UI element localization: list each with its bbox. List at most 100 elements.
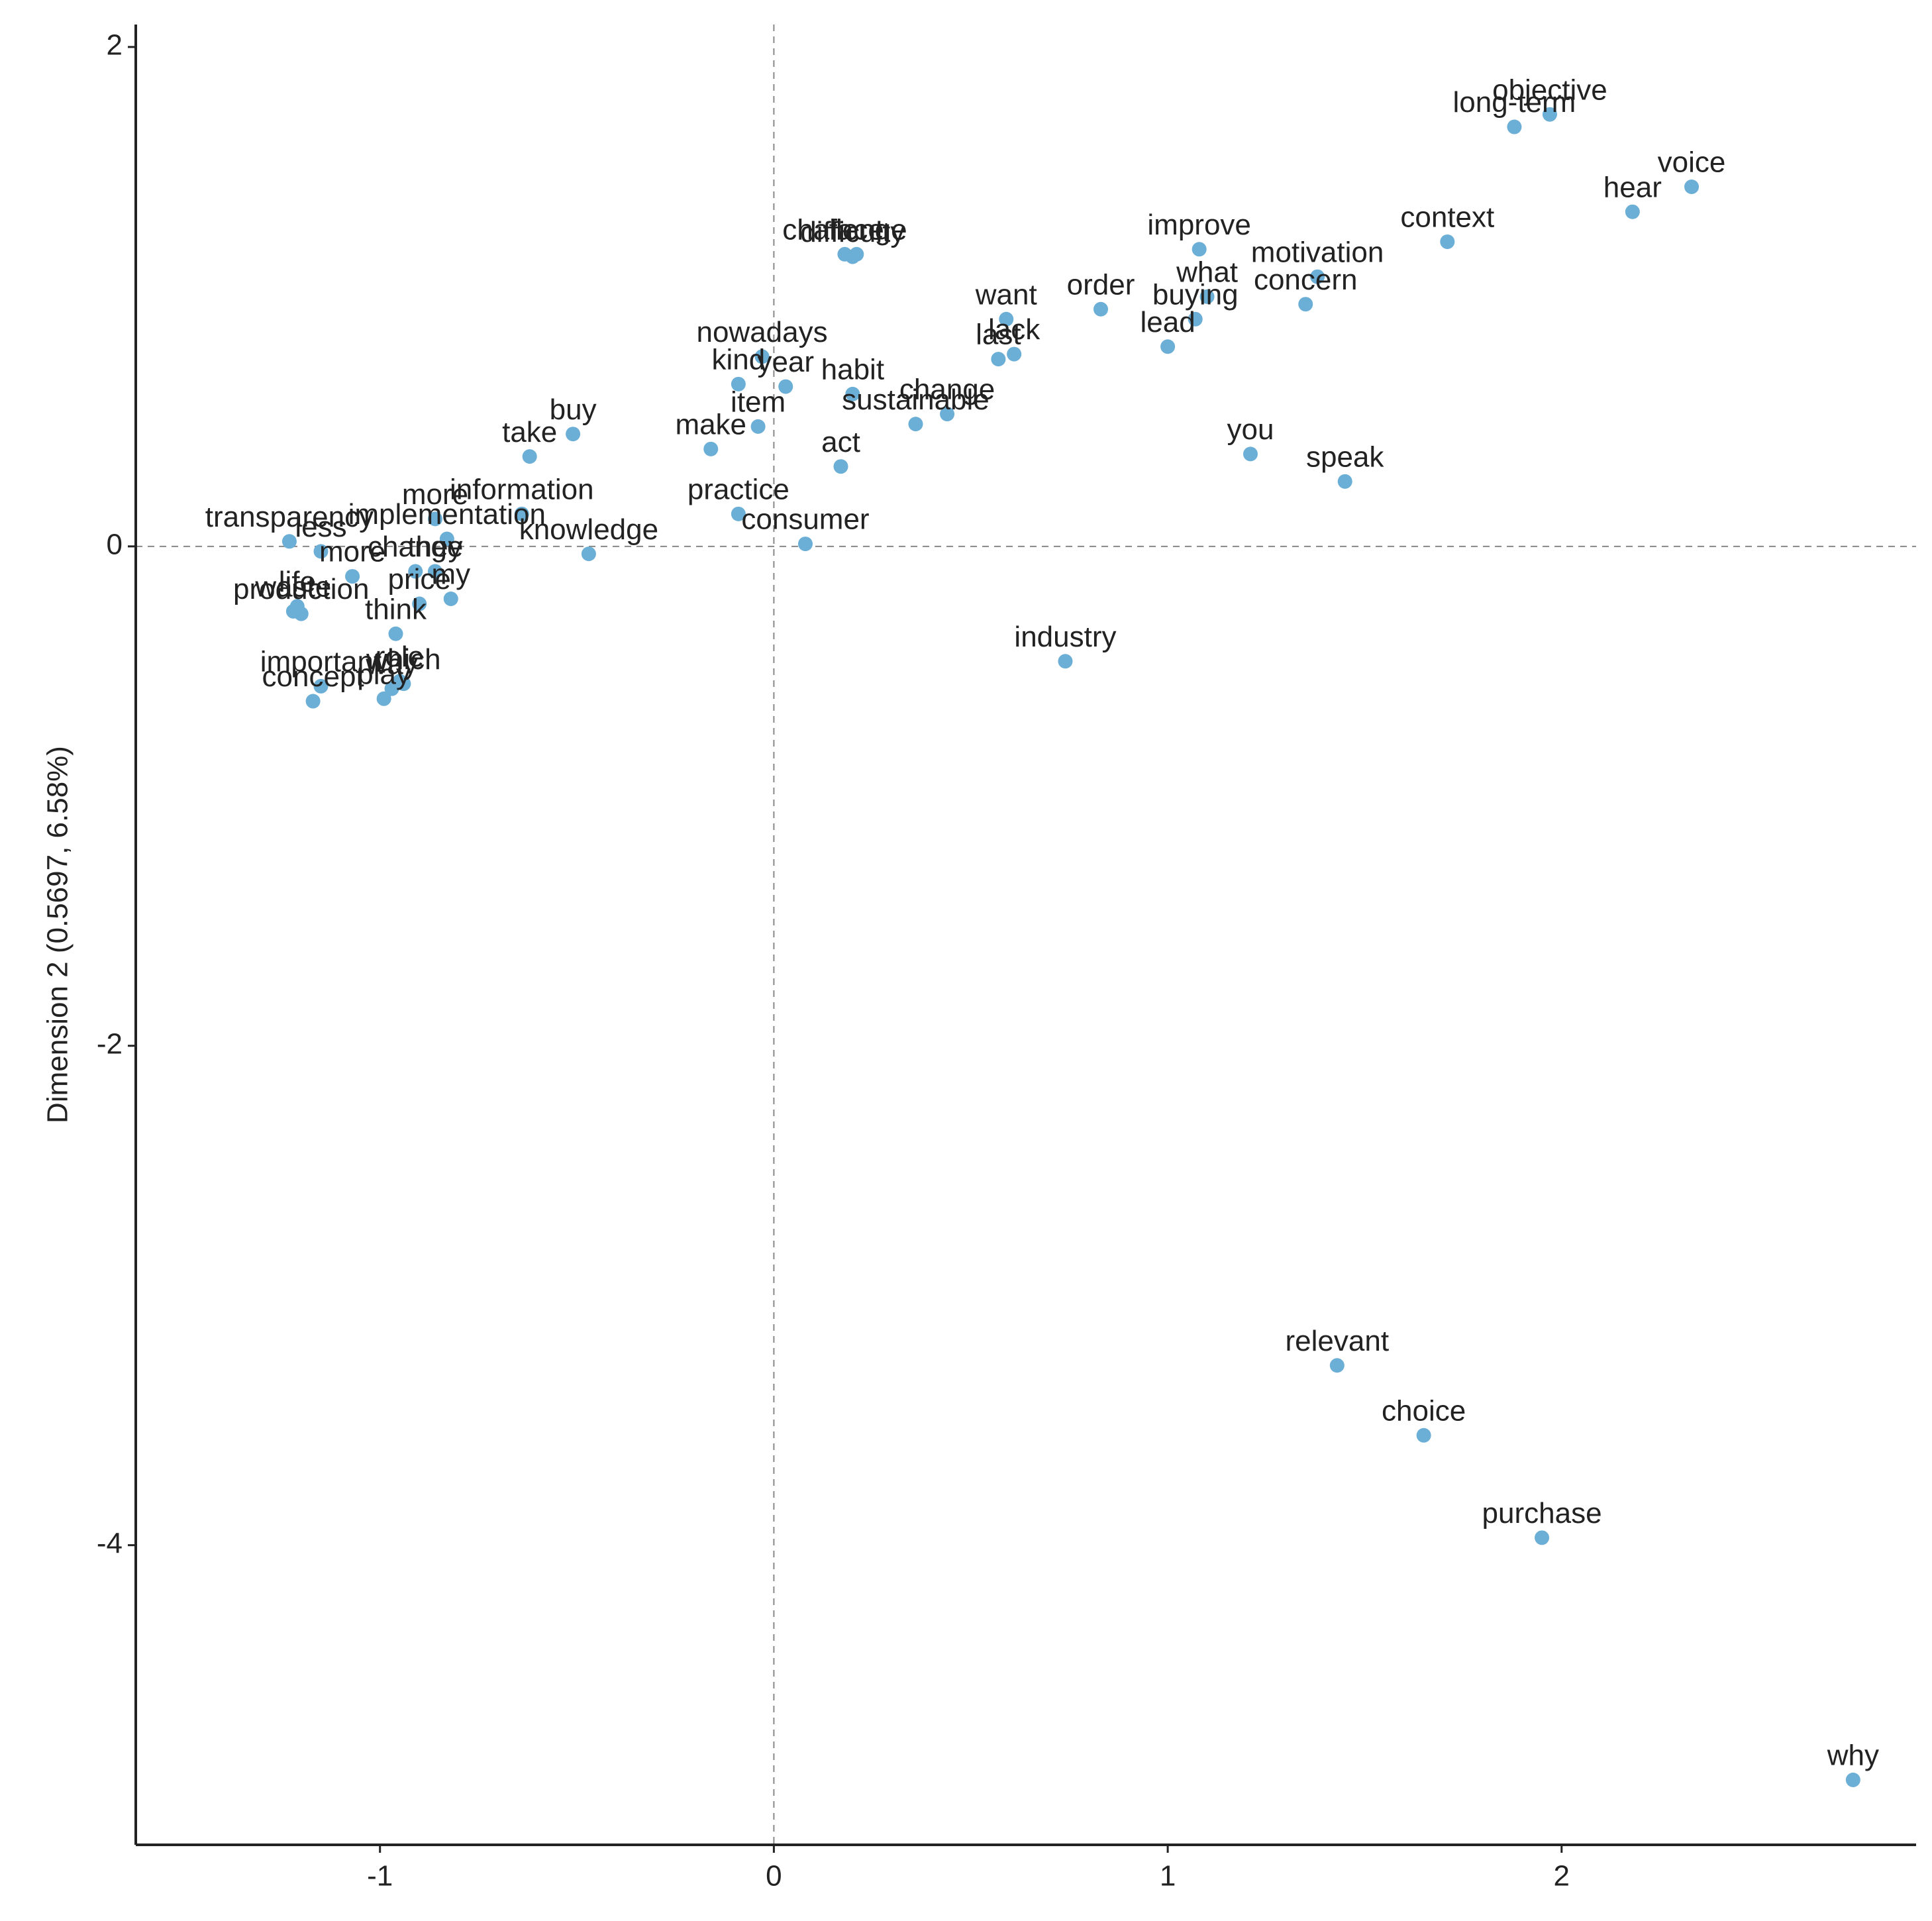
point-label: relevant [1286,1325,1390,1357]
point [1160,339,1176,354]
point-label: implementation [348,498,546,531]
point [1298,297,1313,312]
point-label: concept [262,660,364,693]
point [1507,119,1522,134]
point-label: challenge [782,213,907,246]
point [281,534,297,549]
point-label: buy [550,393,597,426]
point [1192,242,1207,257]
y-axis-title: Dimension 2 (0.5697, 6.58%) [42,746,74,1123]
point-label: motivation [1251,236,1384,268]
point [940,407,955,422]
point-label: consumer [741,503,869,536]
point [313,678,329,694]
point-label: they [407,531,462,563]
point [1243,446,1258,462]
point [1440,234,1455,249]
point [427,511,442,527]
point-label: objective [1492,74,1607,106]
point-label: act [821,426,860,458]
point-label: buying [1152,278,1239,311]
point [999,311,1014,327]
point-label: speak [1306,441,1384,473]
point [305,694,321,709]
point-label: practice [687,473,789,505]
point [1337,474,1352,489]
point-label: less [295,511,346,543]
point-label: context [1400,201,1494,234]
point-label: kind [712,343,766,376]
point [514,506,529,521]
point [845,386,860,401]
y-tick-label: 0 [107,528,123,560]
point [1625,204,1640,219]
point [427,564,442,579]
point-label: think [365,593,427,625]
point [750,419,766,434]
point-label: item [731,386,786,419]
point [566,427,581,442]
point-label: production [233,573,369,605]
point-label: sustainable [842,384,990,416]
point-label: lead [1140,306,1195,338]
point [703,441,719,456]
x-tick-label: 0 [766,1860,782,1893]
point [293,606,309,621]
point [408,564,423,579]
point-label: lack [988,313,1041,346]
point-label: make [675,408,746,441]
point [908,417,923,432]
point-label: change [368,531,463,563]
point-label: voice [1658,146,1726,179]
point-label: change [899,374,995,406]
point [754,349,770,364]
point [991,352,1006,367]
point-label: play [357,658,411,690]
point-label: life [279,566,316,598]
point-label: difficulty [800,216,905,248]
point-label: year [757,346,814,378]
point [845,249,860,264]
point-label: want [975,278,1037,311]
point [1188,311,1203,327]
point-label: you [1227,413,1274,446]
x-tick-label: 1 [1160,1860,1176,1893]
x-tick-label: 2 [1554,1860,1570,1893]
point-label: last [976,319,1021,351]
point-label: way [365,648,417,680]
point [778,379,793,394]
point [581,546,596,562]
point-label: my [431,558,470,591]
point-label: long-term [1452,86,1576,119]
point-label: information [450,473,594,505]
point-label: face [829,213,884,246]
y-tick-label: 2 [107,29,123,62]
point [412,596,427,611]
point [384,681,399,696]
point-label: nowadays [696,316,827,348]
point [797,537,813,552]
x-tick-label: -1 [367,1860,393,1893]
point [522,449,537,464]
point-label: price [387,563,450,596]
point-label: take [502,416,557,448]
point [388,626,403,641]
point [1845,1772,1860,1787]
point-label: industry [1014,621,1116,653]
point-label: concern [1254,264,1358,296]
point [396,676,411,692]
point [1007,346,1022,362]
point-label: habit [821,354,884,386]
point [1684,180,1700,195]
point-label: what [1176,256,1238,289]
point-label: more [319,536,385,568]
point-label: choice [1382,1394,1466,1427]
point [1199,289,1215,304]
point [833,459,848,474]
point-label: which [366,643,441,676]
point-label: improve [1147,209,1251,241]
point [731,376,746,391]
point [443,591,458,606]
point [1329,1358,1345,1373]
